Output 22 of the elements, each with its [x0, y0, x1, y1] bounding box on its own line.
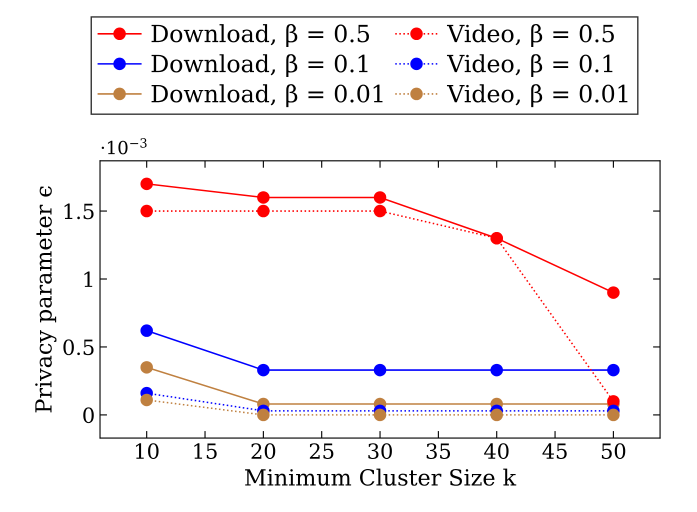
legend-label: Download, β = 0.01	[152, 84, 382, 108]
legend-label: Download, β = 0.5	[152, 24, 369, 47]
legend-label: Video, β = 0.5	[446, 24, 614, 47]
y-tick-label: 1	[84, 271, 92, 287]
x-axis-title: Minimum Cluster Size k	[245, 468, 516, 486]
legend-label: Video, β = 0.1	[446, 54, 612, 78]
x-tick-label: 35	[426, 443, 450, 460]
text: ·10$^{−3}$	[102, 138, 147, 154]
x-tick-label: 15	[194, 443, 217, 460]
x-tick-label: 20	[252, 443, 276, 460]
legend-label: Download, β = 0.1	[152, 54, 368, 78]
x-tick-label: 25	[310, 443, 334, 460]
x-tick-label: 10	[136, 443, 159, 460]
x-tick-label: 45	[542, 443, 567, 460]
legend-label: Video, β = 0.01	[446, 84, 628, 108]
y-tick-label: 1.5	[64, 204, 94, 220]
y-axis-title: Privacy parameter ϵ	[35, 186, 56, 412]
y-tick-label: 0.5	[63, 339, 94, 356]
x-tick-label: 50	[602, 443, 626, 460]
x-tick-label: 30	[368, 443, 392, 460]
y-tick-label: 0	[83, 407, 94, 424]
x-tick-label: 40	[484, 443, 509, 460]
